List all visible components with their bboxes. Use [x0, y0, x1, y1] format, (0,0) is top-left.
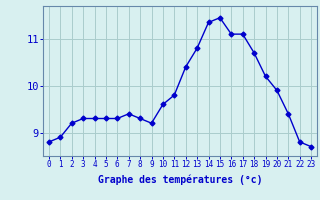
- X-axis label: Graphe des températures (°c): Graphe des températures (°c): [98, 175, 262, 185]
